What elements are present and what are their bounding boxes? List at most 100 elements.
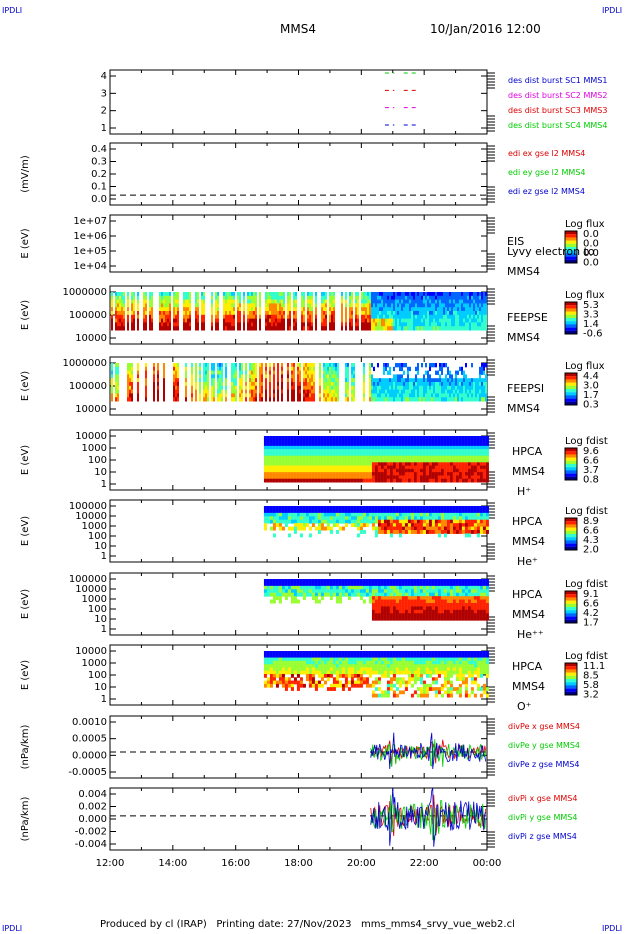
spec-cell — [469, 322, 471, 327]
spec-cell — [211, 299, 213, 304]
spec-cell — [217, 378, 219, 383]
spec-cell — [373, 366, 375, 372]
spec-cell — [151, 314, 153, 320]
spec-cell — [392, 442, 396, 447]
spec-cell — [479, 509, 483, 514]
spec-cell — [229, 295, 231, 301]
spec-cell — [381, 382, 383, 387]
spec-cell — [467, 468, 471, 473]
spec-cell — [453, 299, 455, 304]
spec-cell — [335, 363, 337, 368]
spec-cell — [323, 363, 325, 368]
spec-cell — [381, 303, 383, 308]
spec-cell — [471, 385, 473, 391]
spec-cell — [308, 449, 312, 453]
spec-cell — [476, 472, 480, 476]
spec-cell — [255, 374, 257, 379]
spec-cell — [377, 442, 381, 447]
spec-cell — [485, 442, 489, 447]
spec-cell — [353, 442, 357, 447]
spec-cell — [219, 389, 221, 394]
spec-cell — [319, 363, 321, 368]
spec-cell — [380, 506, 384, 510]
spec-cell — [295, 292, 297, 297]
spec-cell — [455, 452, 459, 457]
spec-cell — [323, 314, 325, 320]
spec-cell — [255, 311, 257, 316]
spec-cell — [344, 452, 348, 457]
spec-cell — [435, 299, 437, 304]
spec-cell — [269, 436, 273, 440]
spec-cell — [333, 303, 335, 308]
spec-cell — [199, 366, 201, 372]
spec-cell — [349, 295, 351, 301]
spec-cell — [225, 295, 227, 301]
spec-cell — [371, 452, 375, 457]
spec-cell — [302, 445, 306, 450]
spec-cell — [359, 452, 363, 457]
spec-cell — [267, 326, 269, 331]
spec-cell — [477, 322, 479, 327]
spec-cell — [377, 393, 379, 398]
spec-cell — [449, 465, 453, 470]
spec-cell — [335, 442, 339, 447]
spec-cell — [271, 326, 273, 331]
spec-cell — [341, 526, 345, 531]
spec-cell — [387, 303, 389, 308]
spec-cell — [344, 436, 348, 440]
spec-cell — [309, 303, 311, 308]
spec-cell — [415, 292, 417, 297]
spec-cell — [325, 295, 327, 301]
spec-cell — [434, 478, 438, 483]
spec-cell — [469, 311, 471, 316]
spec-cell — [317, 516, 321, 521]
spec-cell — [465, 295, 467, 301]
spec-cell — [431, 378, 433, 383]
spec-cell — [227, 318, 229, 323]
spec-cell — [266, 452, 270, 457]
spec-cell — [387, 382, 389, 387]
spec-cell — [287, 303, 289, 308]
spec-cell — [121, 318, 123, 323]
spec-cell — [481, 326, 483, 331]
spec-cell — [278, 592, 282, 597]
spec-cell — [115, 311, 117, 316]
spec-cell — [407, 445, 411, 450]
spec-cell — [479, 436, 483, 440]
colorbar-step — [565, 691, 577, 696]
spec-cell — [477, 326, 479, 331]
spec-cell — [413, 506, 417, 510]
spec-cell — [485, 295, 487, 301]
spec-cell — [249, 389, 251, 394]
spec-cell — [347, 370, 349, 375]
spec-cell — [279, 311, 281, 316]
spec-cell — [273, 326, 275, 331]
spec-cell — [447, 370, 449, 375]
spec-cell — [455, 468, 459, 473]
spec-cell — [369, 311, 371, 316]
spec-cell — [195, 393, 197, 398]
spec-cell — [283, 311, 285, 316]
spec-cell — [435, 393, 437, 398]
spec-cell — [255, 382, 257, 387]
spec-cell — [458, 465, 462, 470]
spec-cell — [473, 475, 477, 480]
spec-cell — [381, 385, 383, 391]
spec-cell — [302, 506, 306, 510]
spec-cell — [266, 478, 270, 483]
spec-cell — [299, 382, 301, 387]
spec-cell — [301, 292, 303, 297]
spec-cell — [205, 374, 207, 379]
spec-cell — [289, 311, 291, 316]
spec-cell — [115, 389, 117, 394]
spec-cell — [377, 462, 381, 467]
spec-cell — [475, 299, 477, 304]
spec-cell — [380, 442, 384, 447]
spec-cell — [383, 439, 387, 444]
spec-cell — [169, 303, 171, 308]
spec-cell — [401, 506, 405, 510]
spec-cell — [446, 442, 450, 447]
spec-cell — [461, 516, 465, 521]
spec-cell — [419, 314, 421, 320]
spec-cell — [381, 322, 383, 327]
